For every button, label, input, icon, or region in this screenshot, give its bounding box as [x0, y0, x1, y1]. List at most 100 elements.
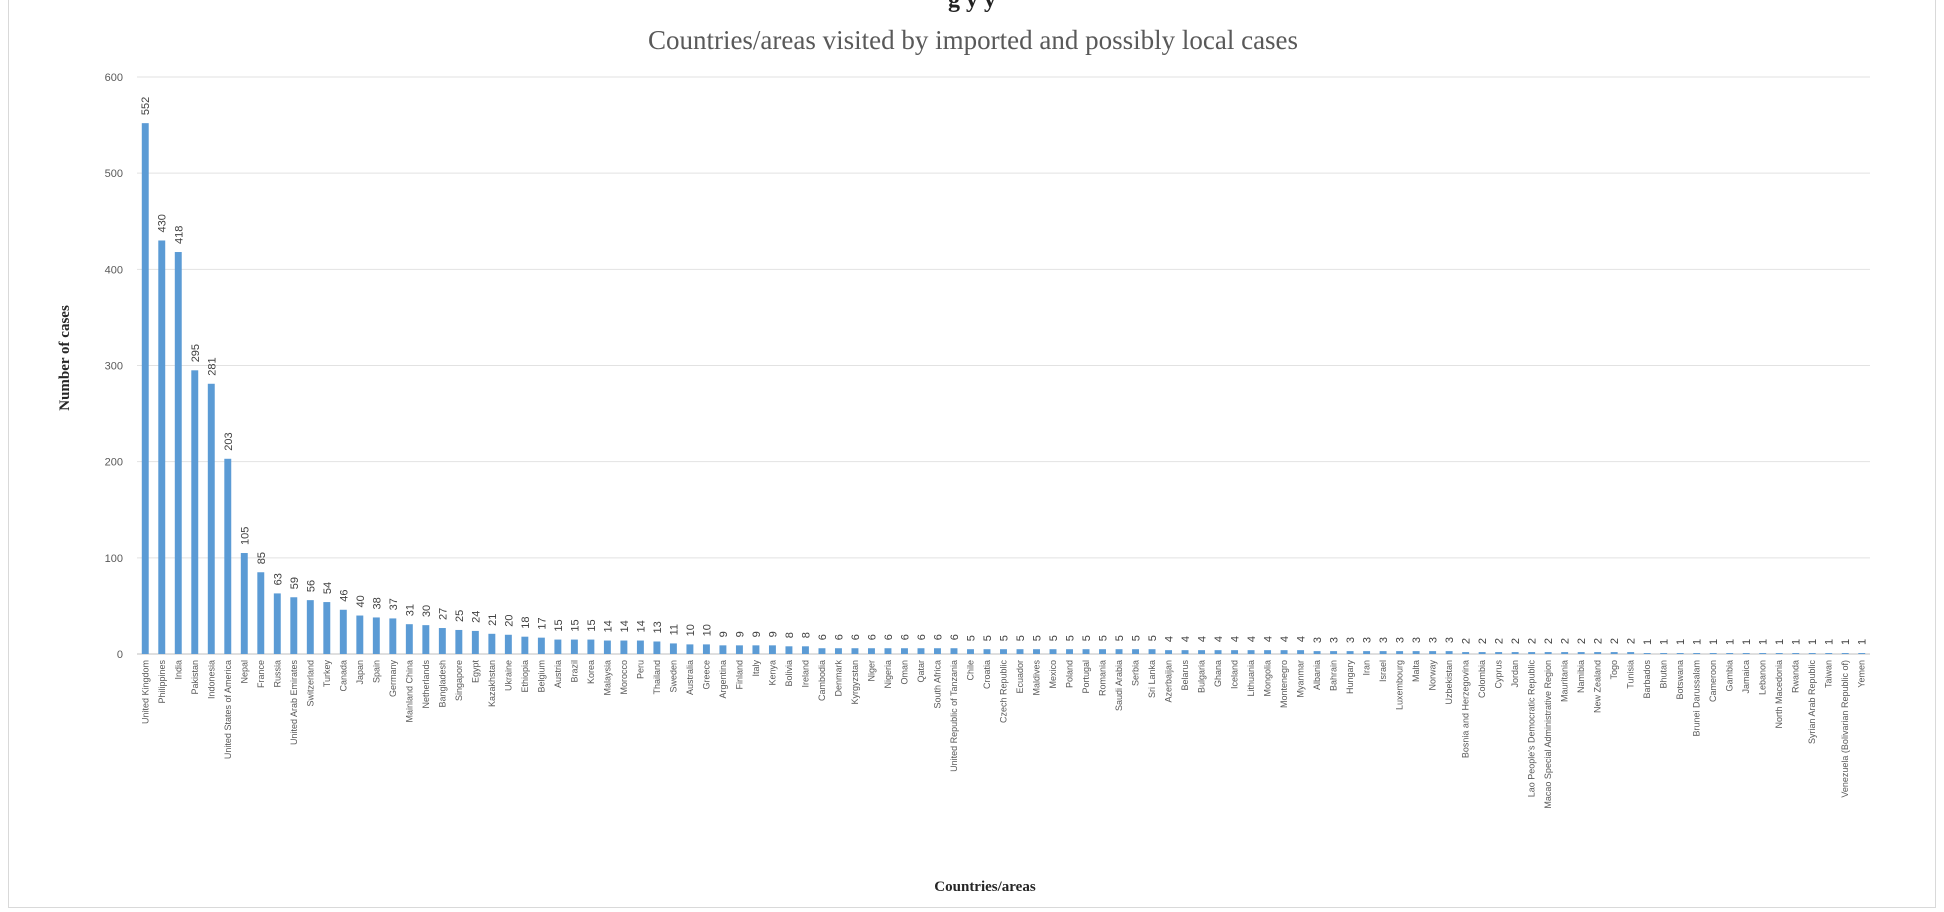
data-label: 2	[1593, 638, 1605, 644]
bar	[1231, 650, 1239, 654]
bar	[339, 609, 347, 654]
bar	[1000, 649, 1007, 654]
x-tick-label: Czech Republic	[999, 660, 1009, 724]
x-tick-label: Ecuador	[1015, 660, 1025, 694]
data-label: 5	[1147, 635, 1159, 641]
data-label: 4	[1279, 636, 1291, 642]
bar	[834, 648, 842, 654]
bar	[1693, 653, 1701, 654]
bar	[1561, 652, 1569, 654]
data-label: 2	[1461, 638, 1473, 644]
x-tick-label: United States of America	[223, 660, 233, 759]
data-label: 281	[206, 357, 218, 375]
bar	[669, 643, 677, 654]
bar	[1643, 653, 1651, 654]
bar	[818, 648, 826, 654]
x-tick-label: Austria	[553, 660, 563, 688]
x-tick-label: North Macedonia	[1774, 660, 1784, 729]
bar	[719, 645, 727, 654]
x-tick-label: Philippines	[157, 660, 167, 704]
x-tick-label: Ukraine	[503, 660, 513, 691]
data-label: 59	[289, 577, 301, 589]
data-label: 5	[999, 635, 1011, 641]
x-tick-label: Taiwan	[1824, 660, 1834, 688]
x-tick-label: Turkey	[322, 660, 332, 688]
data-label: 203	[223, 432, 235, 450]
bar	[653, 641, 661, 654]
x-tick-label: Sri Lanka	[1147, 660, 1157, 698]
x-tick-label: Mongolia	[1263, 660, 1273, 697]
data-label: 4	[1164, 636, 1176, 642]
bar	[686, 644, 694, 654]
data-label: 5	[1032, 635, 1044, 641]
data-label: 1	[1774, 639, 1786, 645]
x-tick-label: Venezuela (Bolivarian Republic of)	[1840, 660, 1850, 798]
data-label: 1	[1824, 639, 1836, 645]
x-tick-label: Qatar	[916, 660, 926, 683]
bar	[1049, 649, 1057, 654]
x-tick-label: Italy	[751, 660, 761, 677]
bar	[1528, 652, 1536, 654]
data-label: 5	[1015, 635, 1027, 641]
data-label: 15	[586, 619, 598, 631]
bar	[455, 629, 463, 654]
bar	[1033, 649, 1040, 654]
data-label: 6	[932, 634, 944, 640]
x-tick-label: Nigeria	[883, 660, 893, 689]
data-label: 17	[536, 617, 548, 629]
data-label: 9	[734, 631, 746, 637]
x-tick-label: Azerbaijan	[1164, 660, 1174, 703]
x-tick-label: Myanmar	[1296, 660, 1306, 698]
bar	[405, 624, 413, 654]
chart-frame: 0 100 200 300 400 500 600 552 430 418 295 281 203 10…	[8, 0, 1936, 908]
x-tick-label: South Africa	[932, 660, 942, 709]
data-label: 5	[1098, 635, 1110, 641]
x-tick-label: Peru	[635, 660, 645, 679]
data-label: 2	[1609, 638, 1621, 644]
x-tick-label: Botswana	[1675, 660, 1685, 700]
x-tick-label: Cambodia	[817, 660, 827, 701]
data-label: 56	[305, 580, 317, 592]
x-tick-label: Bolivia	[784, 660, 794, 687]
data-label: 1	[1807, 639, 1819, 645]
data-label: 15	[553, 619, 565, 631]
bar	[1808, 653, 1816, 654]
data-label: 14	[602, 620, 614, 632]
bar	[191, 370, 199, 654]
bar	[1478, 652, 1486, 654]
data-label: 2	[1626, 638, 1638, 644]
x-tick-label: Singapore	[454, 660, 464, 701]
x-tick-label: Mexico	[1048, 660, 1058, 689]
data-label: 3	[1378, 637, 1390, 643]
data-label: 25	[454, 610, 466, 622]
data-label: 4	[1230, 636, 1242, 642]
bar	[1544, 652, 1552, 654]
data-label: 5	[1065, 635, 1077, 641]
data-label: 4	[1197, 636, 1209, 642]
x-tick-label: United Arab Emirates	[289, 660, 299, 746]
data-label: 13	[652, 621, 664, 633]
data-label: 4	[1180, 636, 1192, 642]
x-tick-label: Denmark	[833, 660, 843, 697]
bar	[702, 644, 710, 654]
bar	[1379, 651, 1387, 654]
bar	[1759, 653, 1767, 654]
data-label: 295	[190, 344, 202, 362]
data-label: 6	[866, 634, 878, 640]
bar	[389, 618, 397, 654]
bar	[1709, 653, 1717, 654]
y-tick-label: 500	[105, 168, 123, 180]
bar	[1775, 653, 1783, 654]
bar	[273, 593, 281, 654]
data-label: 3	[1411, 637, 1423, 643]
y-tick-label: 0	[117, 649, 123, 661]
data-label: 1	[1741, 639, 1753, 645]
x-tick-label: Greece	[701, 660, 711, 690]
bar	[537, 637, 545, 654]
data-label: 9	[751, 631, 763, 637]
x-tick-label: Israel	[1378, 660, 1388, 682]
x-tick-label: Rwanda	[1791, 660, 1801, 693]
x-tick-label: Australia	[685, 660, 695, 695]
bar	[1445, 651, 1453, 654]
